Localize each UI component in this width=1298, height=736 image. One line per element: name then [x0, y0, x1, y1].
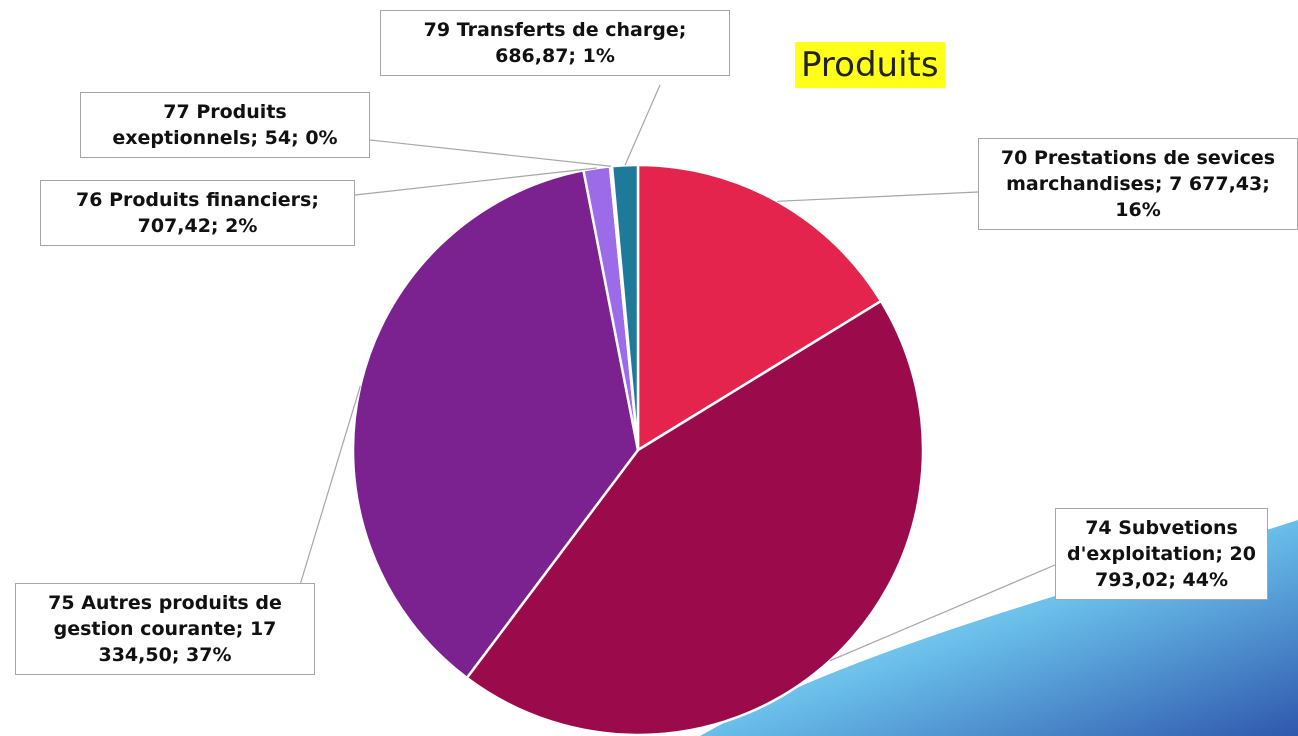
data-label: 77 Produits exeptionnels; 54; 0% [80, 92, 370, 158]
label-separator: ; [236, 618, 250, 640]
label-separator: ; [250, 127, 264, 149]
label-part: 1% [583, 45, 615, 67]
label-part: 686,87 [495, 45, 568, 67]
label-separator: ; [291, 127, 305, 149]
chart-title: Produits [795, 42, 945, 88]
pie [353, 165, 923, 735]
leader-line [370, 140, 611, 166]
label-part: 7 677,43 [1169, 173, 1262, 195]
data-label: 70 Prestations de sevices marchandises; … [978, 138, 1298, 230]
label-part: 76 Produits financiers [76, 189, 311, 211]
label-part: 2% [225, 215, 257, 237]
data-label: 76 Produits financiers; 707,42; 2% [40, 180, 355, 246]
label-part: 44% [1183, 569, 1228, 591]
data-label: 74 Subvetions d'exploitation; 20 793,02;… [1055, 508, 1268, 600]
label-separator: ; [211, 215, 225, 237]
label-part: 79 Transferts de charge [424, 19, 679, 41]
label-separator: ; [568, 45, 582, 67]
page: Produits 70 Prestations de sevices march… [0, 0, 1298, 736]
data-label: 79 Transferts de charge; 686,87; 1% [380, 10, 730, 76]
label-separator: ; [1155, 173, 1169, 195]
label-separator: ; [1168, 569, 1182, 591]
leader-line [777, 192, 978, 201]
label-part: 0% [305, 127, 337, 149]
label-part: 37% [186, 644, 231, 666]
label-part: 54 [265, 127, 291, 149]
label-part: 16% [1115, 199, 1160, 221]
data-label: 75 Autres produits de gestion courante; … [15, 583, 315, 675]
label-separator: ; [1215, 543, 1229, 565]
label-separator: ; [311, 189, 325, 211]
leader-line [625, 85, 660, 165]
label-part: 707,42 [138, 215, 211, 237]
label-separator: ; [679, 19, 693, 41]
label-separator: ; [172, 644, 186, 666]
label-separator: ; [1262, 173, 1276, 195]
leader-line [300, 386, 360, 585]
